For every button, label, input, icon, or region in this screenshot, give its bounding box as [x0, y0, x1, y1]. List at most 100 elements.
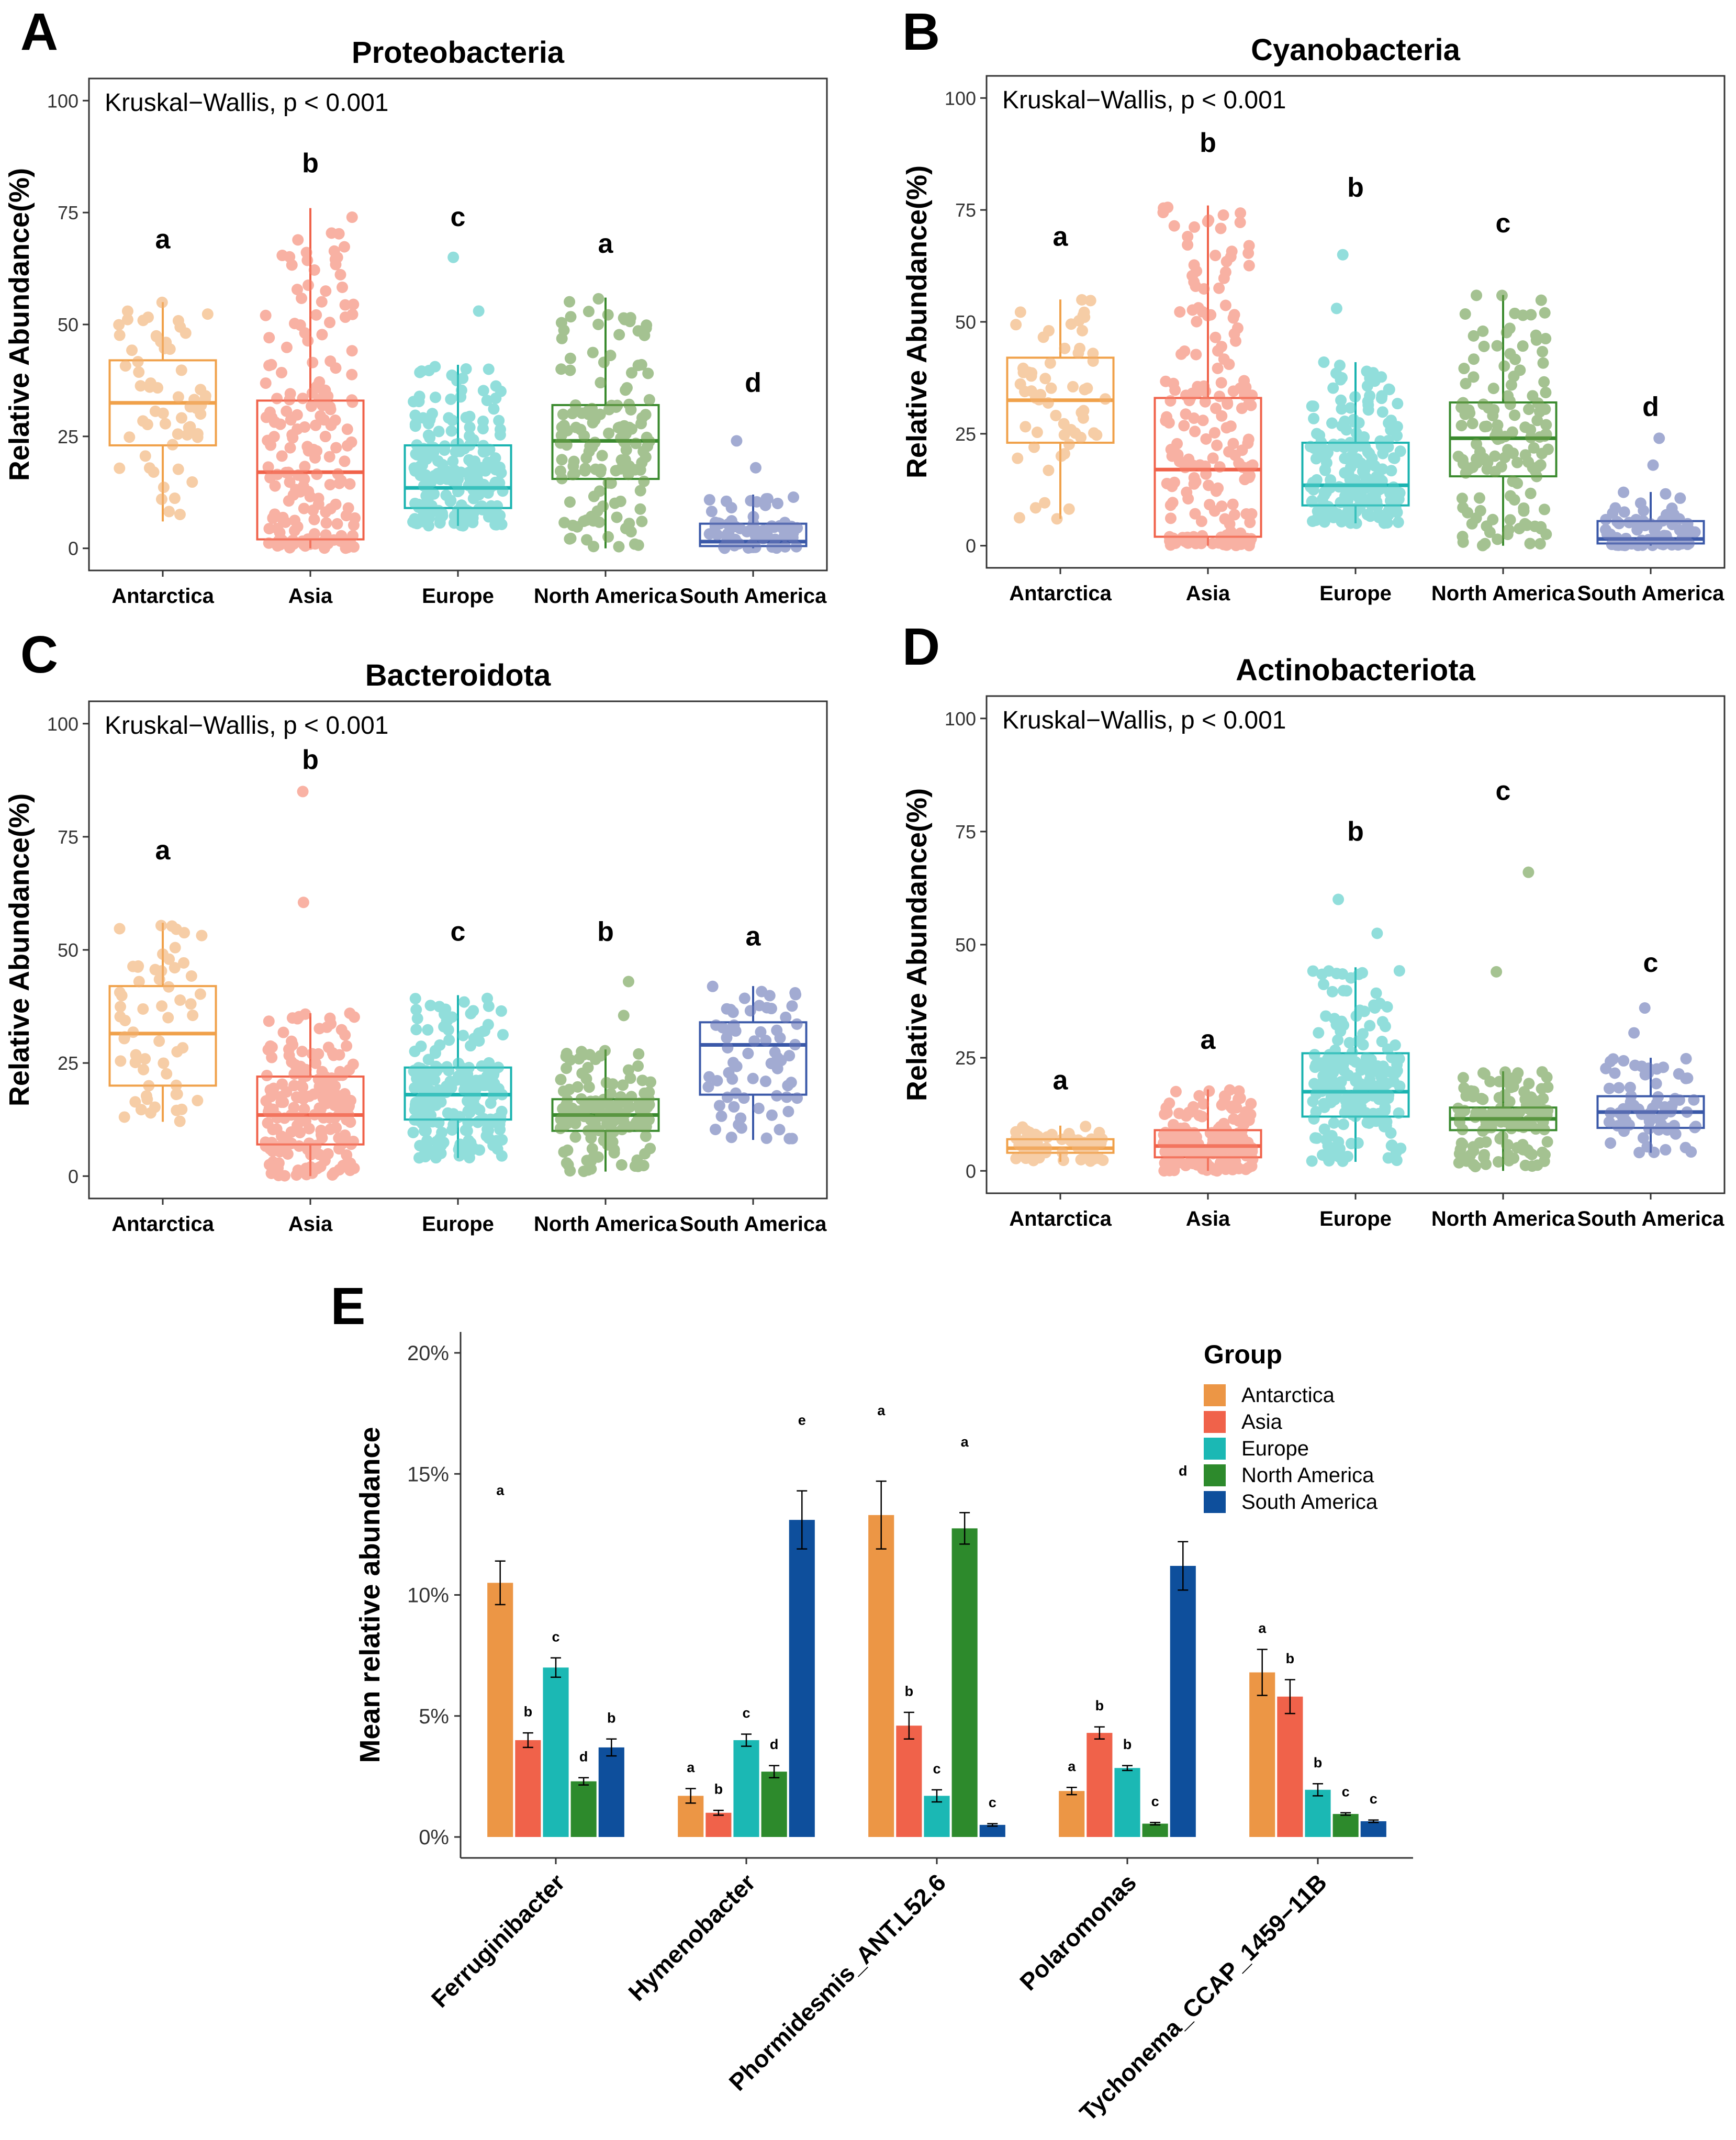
data-point [1681, 1106, 1693, 1118]
y-tick-label: 100 [945, 87, 976, 109]
data-point [1511, 456, 1523, 468]
x-tick-label: Antarctica [111, 1213, 214, 1236]
data-point [438, 1136, 450, 1148]
data-point [641, 431, 653, 443]
data-point [1311, 428, 1323, 440]
data-point [1353, 1097, 1365, 1109]
data-point [587, 417, 599, 429]
data-point [297, 897, 309, 909]
data-point [1243, 472, 1255, 484]
data-point [133, 976, 145, 988]
data-point [1228, 509, 1240, 521]
legend-swatch [1204, 1491, 1226, 1513]
data-point [625, 423, 637, 435]
data-point [1364, 390, 1376, 402]
data-point [1182, 230, 1194, 242]
data-point [1212, 362, 1224, 374]
data-point [409, 993, 421, 1005]
data-point [429, 469, 441, 481]
data-point [769, 1046, 781, 1058]
y-axis-label: Relative Abundance(%) [901, 165, 933, 478]
data-point [484, 443, 496, 455]
data-point [738, 992, 751, 1004]
x-tick-label: North America [1431, 582, 1575, 605]
significance-letter: c [989, 1795, 996, 1810]
data-point [1226, 245, 1238, 257]
data-point [707, 980, 719, 992]
significance-letter: a [877, 1403, 886, 1418]
data-point [338, 241, 350, 253]
data-point [587, 346, 599, 358]
data-point [1385, 1140, 1397, 1152]
data-point [1536, 447, 1548, 460]
data-point [1235, 207, 1247, 219]
data-point [324, 1123, 337, 1135]
data-point [324, 479, 336, 491]
data-point [1341, 985, 1353, 997]
data-point [1383, 417, 1395, 429]
data-point [452, 1112, 464, 1124]
data-point [316, 296, 328, 308]
data-point [455, 466, 467, 478]
significance-letter: c [742, 1705, 750, 1721]
data-point [1205, 309, 1217, 321]
data-point [1217, 209, 1229, 221]
data-point [1189, 221, 1201, 233]
data-point [276, 450, 288, 462]
data-point [720, 495, 732, 507]
chart-title: Proteobacteria [352, 36, 565, 70]
panel-letter: A [20, 3, 58, 61]
data-point [1660, 509, 1672, 521]
points-europe [1306, 893, 1407, 1167]
significance-letter: c [1496, 208, 1511, 239]
data-point [346, 308, 359, 320]
data-point [774, 1124, 786, 1136]
data-point [1209, 331, 1222, 343]
data-point [438, 1021, 450, 1033]
y-tick-label: 0 [966, 1160, 976, 1182]
y-axis-label: Relative Abundance(%) [4, 793, 35, 1106]
data-point [263, 537, 275, 549]
legend-label: North America [1241, 1464, 1374, 1487]
data-point [1215, 341, 1227, 353]
data-point [1225, 525, 1237, 537]
data-point [1347, 503, 1359, 516]
data-point [561, 1062, 573, 1074]
data-point [569, 1110, 581, 1122]
data-point [283, 466, 295, 478]
data-point [1527, 390, 1539, 402]
data-point [642, 440, 654, 452]
significance-letter: c [933, 1761, 940, 1776]
data-point [1517, 340, 1529, 352]
data-point [481, 992, 494, 1004]
data-point [149, 1101, 161, 1113]
data-point [1326, 985, 1338, 998]
bar [1249, 1672, 1275, 1837]
data-point [1618, 1055, 1630, 1067]
data-point [1067, 380, 1079, 393]
data-point [296, 292, 308, 304]
data-point [301, 1144, 313, 1156]
data-point [565, 311, 577, 323]
data-point [1079, 311, 1091, 323]
data-point [1240, 1106, 1252, 1118]
significance-letter: a [1053, 1066, 1069, 1096]
data-point [1335, 438, 1347, 450]
chart-title: Cyanobacteria [1251, 33, 1460, 67]
data-point [1352, 1137, 1364, 1149]
data-point [617, 1096, 629, 1108]
data-point [586, 1143, 598, 1155]
data-point [315, 410, 327, 422]
x-tick-label: South America [680, 585, 827, 608]
data-point [618, 1010, 630, 1022]
bar [515, 1740, 541, 1837]
data-point [592, 293, 604, 305]
x-tick-label: Asia [1186, 582, 1230, 605]
data-point [483, 363, 495, 375]
data-point [1628, 1027, 1640, 1039]
data-point [129, 1096, 141, 1108]
data-point [453, 1144, 465, 1156]
data-point [588, 541, 600, 553]
data-point [1347, 1054, 1359, 1066]
data-point [1504, 322, 1516, 334]
